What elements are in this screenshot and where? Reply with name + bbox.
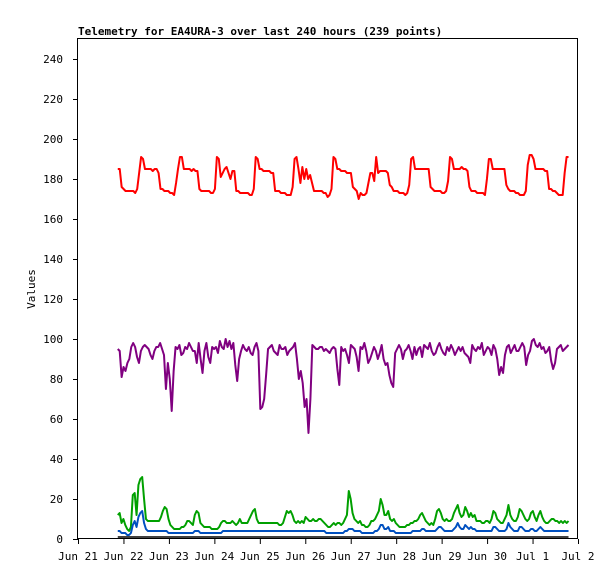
x-tick-label: Jun 21 — [58, 550, 98, 563]
series-line-2 — [117, 338, 570, 434]
y-tick-label: 100 — [43, 333, 63, 346]
plot-area — [77, 38, 578, 539]
x-tick-label: Jun 25 — [240, 550, 280, 563]
y-tick-label: 160 — [43, 213, 63, 226]
x-tick-label: Jun 30 — [467, 550, 507, 563]
series-line-4 — [117, 510, 569, 536]
y-tick-label: 240 — [43, 53, 63, 66]
y-tick-label: 120 — [43, 293, 63, 306]
x-tick-label: Jun 29 — [422, 550, 462, 563]
x-tick-label: Jul 2 — [561, 550, 594, 563]
x-tick-label: Jun 28 — [376, 550, 416, 563]
x-tick-label: Jun 26 — [285, 550, 325, 563]
y-tick-label: 60 — [50, 413, 63, 426]
chart-title: Telemetry for EA4URA-3 over last 240 hou… — [78, 25, 442, 38]
series-line-1 — [117, 154, 569, 200]
x-tick-label: Jun 22 — [104, 550, 144, 563]
y-tick-label: 200 — [43, 133, 63, 146]
y-tick-label: 140 — [43, 253, 63, 266]
x-tick-label: Jun 27 — [331, 550, 371, 563]
series-layer — [117, 154, 570, 538]
y-tick-label: 220 — [43, 93, 63, 106]
y-tick-label: 0 — [56, 533, 63, 546]
y-tick-label: 40 — [50, 453, 63, 466]
x-tick-label: Jun 23 — [149, 550, 189, 563]
series-line-3 — [117, 476, 570, 532]
x-tick-label: Jun 24 — [194, 550, 234, 563]
y-tick-label: 180 — [43, 173, 63, 186]
y-tick-label: 80 — [50, 373, 63, 386]
x-axis: Jun 21 Jun 22 Jun 23 Jun 24 Jun 25 Jun 26 Jun … — [58, 539, 595, 563]
y-axis-label: Values — [25, 269, 38, 309]
y-axis: 0 20 40 60 80 100 120 140 160 180 200 220 240 — [43, 53, 78, 546]
x-tick-label: Jul 1 — [516, 550, 549, 563]
y-tick-label: 20 — [50, 493, 63, 506]
